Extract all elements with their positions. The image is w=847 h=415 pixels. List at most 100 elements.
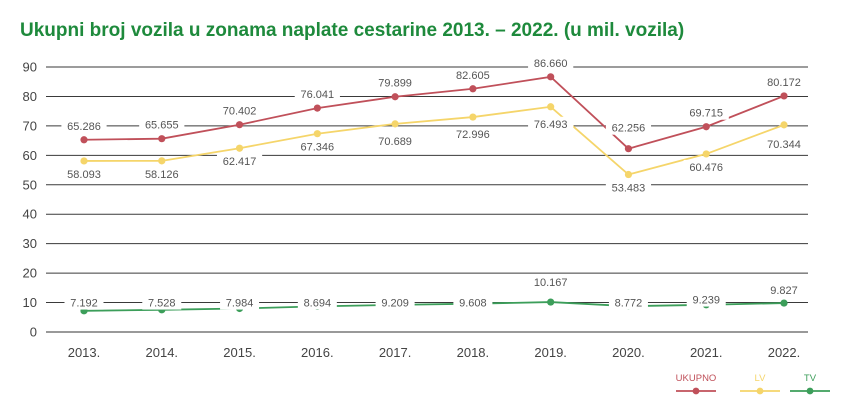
data-label-bg — [372, 133, 418, 148]
data-point-lv — [391, 120, 399, 128]
data-point-lv — [469, 113, 477, 121]
data-label-bg — [61, 166, 107, 181]
data-label-bg — [297, 295, 337, 310]
y-tick-label: 50 — [23, 177, 37, 192]
data-label-lv: 76.493 — [534, 119, 568, 131]
data-label-bg — [375, 295, 415, 310]
series-line-ukupno — [83, 75, 785, 150]
data-label-bg — [142, 295, 182, 310]
x-axis: 2013. 2014. 2015. 2016. 2017. 2018. 2019. 2020.… — [68, 345, 801, 360]
data-point-lv — [158, 157, 166, 165]
x-tick-label: 2022. — [768, 345, 801, 360]
data-label-tv: 9.209 — [381, 298, 409, 310]
data-label-lv: 62.417 — [223, 156, 257, 168]
data-label-bg — [764, 283, 804, 298]
x-tick-label: 2019. — [534, 345, 567, 360]
data-label-ukupno: 65.655 — [145, 120, 179, 132]
data-point-ukupno — [391, 93, 399, 101]
data-point-tv — [547, 298, 555, 306]
data-point-lv — [624, 170, 633, 179]
data-label-ukupno: 79.899 — [378, 78, 412, 90]
data-label-bg — [528, 55, 574, 70]
legend-marker-lv — [756, 387, 764, 395]
data-point-tv — [780, 299, 788, 307]
data-label-lv: 72.996 — [456, 129, 490, 141]
data-label-bg — [450, 127, 496, 142]
x-tick-label: 2017. — [379, 345, 412, 360]
chart-title: Ukupni broj vozila u zonama naplate cest… — [20, 20, 685, 41]
data-label-tv: 8.694 — [304, 298, 332, 310]
data-label-ukupno: 69.715 — [689, 108, 723, 120]
data-label-tv: 9.608 — [459, 298, 487, 310]
data-point-ukupno — [80, 136, 88, 144]
data-point-ukupno — [313, 104, 321, 112]
series-ukupno — [80, 73, 788, 153]
y-tick-label: 60 — [23, 148, 37, 163]
series-lv — [80, 103, 788, 179]
x-tick-label: 2018. — [457, 345, 490, 360]
data-label-ukupno: 70.402 — [223, 106, 257, 118]
data-label-tv: 7.984 — [226, 298, 254, 310]
data-label-bg — [450, 67, 496, 82]
data-label-bg — [686, 292, 726, 307]
data-point-ukupno — [624, 145, 633, 153]
data-label-bg — [216, 154, 263, 169]
data-point-ukupno — [547, 73, 555, 81]
data-label-bg — [139, 117, 185, 132]
y-tick-label: 10 — [23, 295, 37, 310]
series-line-tv — [83, 301, 785, 312]
x-tick-label: 2016. — [301, 345, 334, 360]
y-tick-label: 30 — [23, 236, 37, 251]
data-label-bg — [61, 118, 107, 133]
series-line-lv — [83, 105, 785, 176]
data-label-ukupno: 82.605 — [456, 70, 490, 82]
data-label-lv: 70.344 — [767, 139, 801, 151]
legend-marker-ukupno — [692, 387, 700, 395]
data-label-bg — [605, 120, 652, 135]
x-tick-label: 2020. — [612, 345, 645, 360]
data-point-lv — [313, 130, 321, 138]
data-label-bg — [683, 159, 729, 174]
legend: UKUPNO LV TV — [676, 373, 830, 395]
data-label-tv: 7.192 — [70, 298, 98, 310]
data-point-lv — [780, 121, 788, 129]
data-label-tv: 9.239 — [692, 295, 720, 307]
data-label-bg — [528, 275, 574, 290]
data-label-bg — [294, 139, 340, 154]
data-label-tv: 7.528 — [148, 298, 176, 310]
data-label-tv: 8.772 — [615, 298, 643, 310]
data-label-tv: 10.167 — [534, 277, 568, 289]
data-label-lv: 67.346 — [301, 142, 335, 154]
data-label-bg — [294, 87, 340, 102]
data-label-lv: 60.476 — [689, 162, 723, 174]
legend-label-tv: TV — [804, 373, 817, 384]
legend-label-lv: LV — [755, 373, 767, 384]
data-label-lv: 58.126 — [145, 169, 179, 181]
data-point-ukupno — [158, 135, 166, 143]
data-label-bg — [139, 166, 185, 181]
y-axis: 0 10 20 30 40 50 60 70 80 90 — [23, 60, 37, 340]
data-label-bg — [528, 116, 574, 131]
data-point-lv — [547, 103, 555, 111]
data-label-tv: 9.827 — [770, 285, 798, 297]
data-label-bg — [64, 295, 104, 310]
data-labels: 65.286 65.655 70.402 76.041 79.899 82.605 86.6… — [61, 55, 807, 310]
y-tick-label: 40 — [23, 207, 37, 222]
data-label-bg — [453, 295, 493, 310]
x-tick-label: 2021. — [690, 345, 723, 360]
data-point-lv — [235, 144, 244, 152]
data-label-lv: 70.689 — [378, 136, 412, 148]
series-tv — [80, 298, 788, 315]
data-label-bg — [605, 180, 652, 195]
data-label-bg — [220, 295, 260, 310]
data-label-ukupno: 86.660 — [534, 58, 568, 70]
legend-label-ukupno: UKUPNO — [676, 373, 717, 384]
data-label-bg — [216, 103, 263, 118]
data-label-ukupno: 76.041 — [301, 89, 335, 101]
data-point-ukupno — [235, 121, 244, 129]
data-label-lv: 53.483 — [612, 183, 646, 195]
data-label-bg — [761, 136, 807, 151]
data-label-bg — [372, 75, 418, 90]
x-tick-label: 2014. — [146, 345, 179, 360]
